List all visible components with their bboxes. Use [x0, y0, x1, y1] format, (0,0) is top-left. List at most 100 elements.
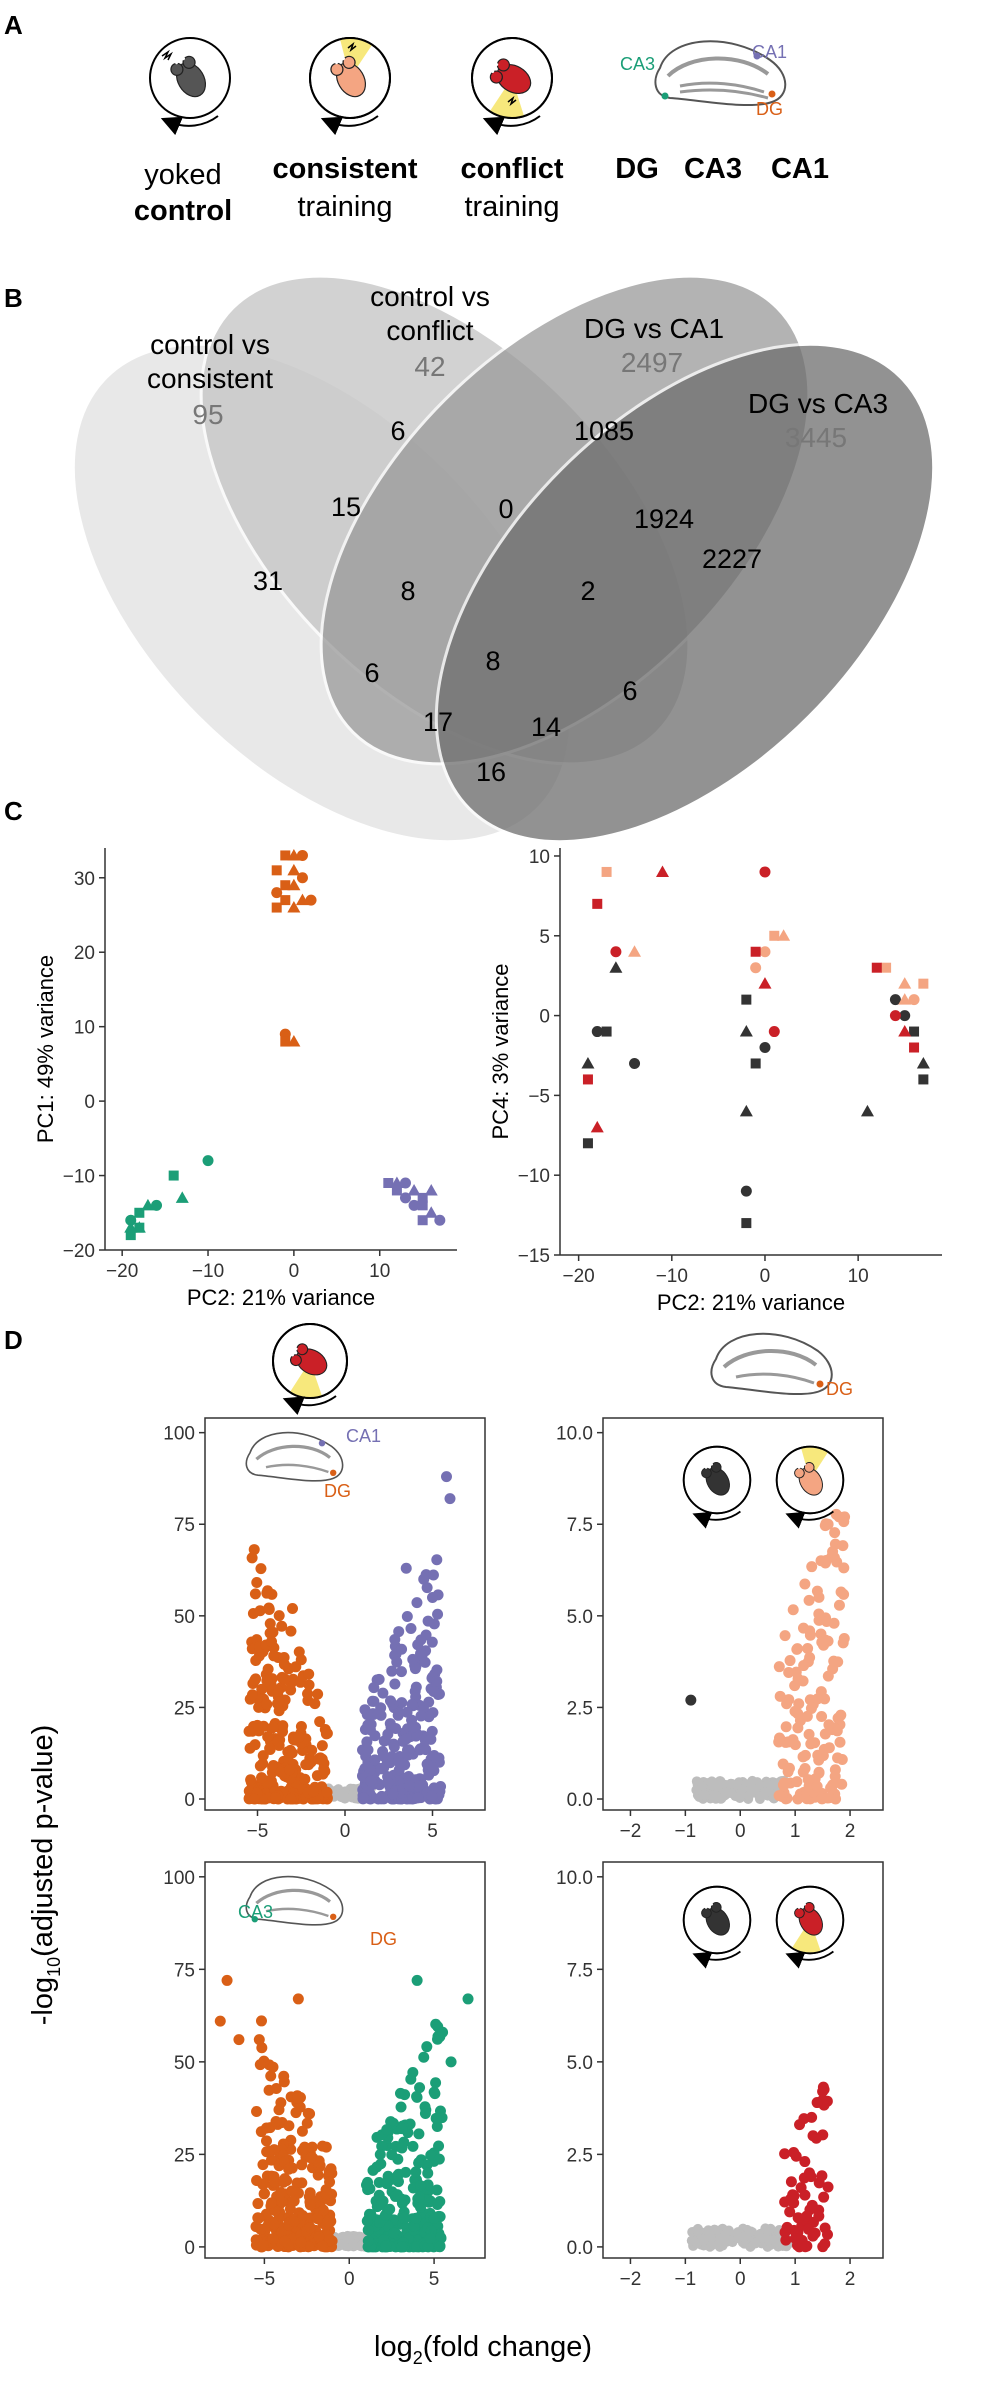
data-point-extra	[214, 2015, 226, 2027]
data-point-left	[277, 2176, 289, 2188]
data-point-extra	[221, 1974, 233, 1986]
data-point-left	[317, 2204, 329, 2216]
data-point-left	[258, 2187, 270, 2199]
data-point-left	[246, 1552, 258, 1564]
data-point-right	[365, 1775, 377, 1787]
data-point-control	[740, 1185, 752, 1197]
data-point-left	[316, 1740, 328, 1752]
data-point-right	[419, 2107, 431, 2119]
y-tick-label: 10	[529, 847, 550, 868]
data-point-right	[413, 2191, 425, 2203]
venn-title-2b: conflict	[386, 315, 473, 346]
data-point-ca3	[168, 1170, 179, 1181]
data-point-ca1	[417, 1192, 428, 1203]
data-point-consistent	[881, 962, 892, 973]
chart-5-axes: −2 −1 0 1 2 0.0 2.5 5.0 7.5 10.0	[556, 1861, 884, 2290]
data-point-right	[396, 1643, 408, 1655]
data-point-left	[283, 2120, 295, 2132]
data-point-ns	[737, 1784, 748, 1795]
data-point-left	[292, 2092, 304, 2104]
data-point-control	[582, 1138, 593, 1149]
data-point-right	[805, 1738, 817, 1750]
data-point-dg	[271, 887, 283, 899]
data-point-left	[316, 1753, 328, 1765]
data-point-dg	[287, 901, 301, 913]
data-point-right	[395, 1666, 407, 1678]
data-point-left	[303, 1679, 315, 1691]
data-point-ns	[744, 2227, 755, 2238]
x-tick-label: 0	[340, 1821, 351, 1842]
panel-d-conflict-icon	[272, 1323, 348, 1415]
x-tick-label: 2	[845, 1821, 856, 1842]
data-point-control	[609, 961, 623, 973]
data-point-right	[409, 1663, 421, 1675]
data-point-left	[264, 1618, 276, 1630]
y-tick-label: −20	[63, 1241, 95, 1262]
y-tick-label: 0	[184, 2238, 195, 2259]
data-point-right	[827, 1779, 839, 1791]
data-point-right	[386, 2149, 398, 2161]
data-point-left	[302, 1688, 314, 1700]
venn-cell: 31	[253, 566, 283, 596]
data-point-ca3	[124, 1221, 138, 1233]
data-point-right	[427, 1762, 439, 1774]
data-point-left	[278, 2070, 290, 2082]
data-point-right	[803, 1728, 815, 1740]
data-point-left	[269, 2176, 281, 2188]
y-tick-label: 7.5	[567, 1515, 593, 1536]
data-point-right	[422, 1615, 434, 1627]
data-point-right	[421, 2041, 433, 2053]
data-point-right	[411, 2091, 423, 2103]
data-point-left	[285, 1793, 297, 1805]
arena-icon-conflict	[471, 37, 553, 136]
data-point-ca3	[202, 1155, 214, 1167]
data-point-right	[362, 1744, 374, 1756]
data-point-right	[413, 2157, 425, 2169]
data-point-extra	[253, 2034, 265, 2046]
data-point-ns	[706, 2240, 717, 2251]
data-point-ns	[768, 2234, 779, 2245]
data-point-extra	[833, 1511, 845, 1523]
data-point-control	[581, 1056, 595, 1069]
data-point-left	[256, 1772, 268, 1784]
data-point-right	[398, 2212, 410, 2224]
data-point-extra	[233, 2034, 245, 2046]
data-point-right	[829, 1770, 841, 1782]
y-tick-label: 2.5	[567, 1698, 593, 1719]
data-point-extra	[806, 2111, 818, 2123]
data-point-left	[317, 2240, 329, 2252]
volcano-label-ca1: CA1	[346, 1426, 381, 1446]
data-point-right	[837, 1540, 849, 1552]
pca-ylabel: PC1: 49% variance	[33, 955, 58, 1143]
data-point-extra	[266, 1635, 277, 1647]
data-point-right	[802, 2223, 814, 2235]
data-point-consistent	[601, 866, 612, 877]
chart-frame	[602, 1417, 884, 1811]
chart-frame	[602, 1861, 884, 2259]
x-tick-label: 2	[845, 2269, 856, 2290]
data-point-right	[818, 2191, 830, 2203]
data-point-left	[255, 1563, 267, 1575]
data-point-left	[279, 1673, 291, 1685]
data-point-ns	[726, 1778, 737, 1789]
data-point-right	[803, 2167, 815, 2179]
x-tick-label: −5	[254, 2269, 276, 2290]
data-point-right	[418, 2051, 430, 2063]
data-point-right	[799, 2189, 811, 2201]
venn-cell: 1924	[634, 504, 694, 534]
data-point-left	[255, 2223, 267, 2235]
data-point-right	[425, 1733, 437, 1745]
data-point-ns	[692, 2238, 703, 2249]
volcano-arena-control	[682, 1885, 752, 1969]
data-point-right	[798, 1660, 810, 1672]
group-conflict-line2: training	[464, 191, 559, 223]
data-point-left	[252, 2198, 264, 2210]
data-point-control	[759, 1042, 771, 1054]
venn-cell: 6	[390, 416, 405, 446]
volcano-points-5	[686, 2081, 834, 2253]
data-point-left	[322, 2216, 334, 2228]
data-point-left	[251, 1719, 263, 1731]
x-tick-label: 1	[790, 1821, 801, 1842]
data-point-right	[785, 2176, 797, 2188]
data-point-right	[819, 1728, 831, 1740]
